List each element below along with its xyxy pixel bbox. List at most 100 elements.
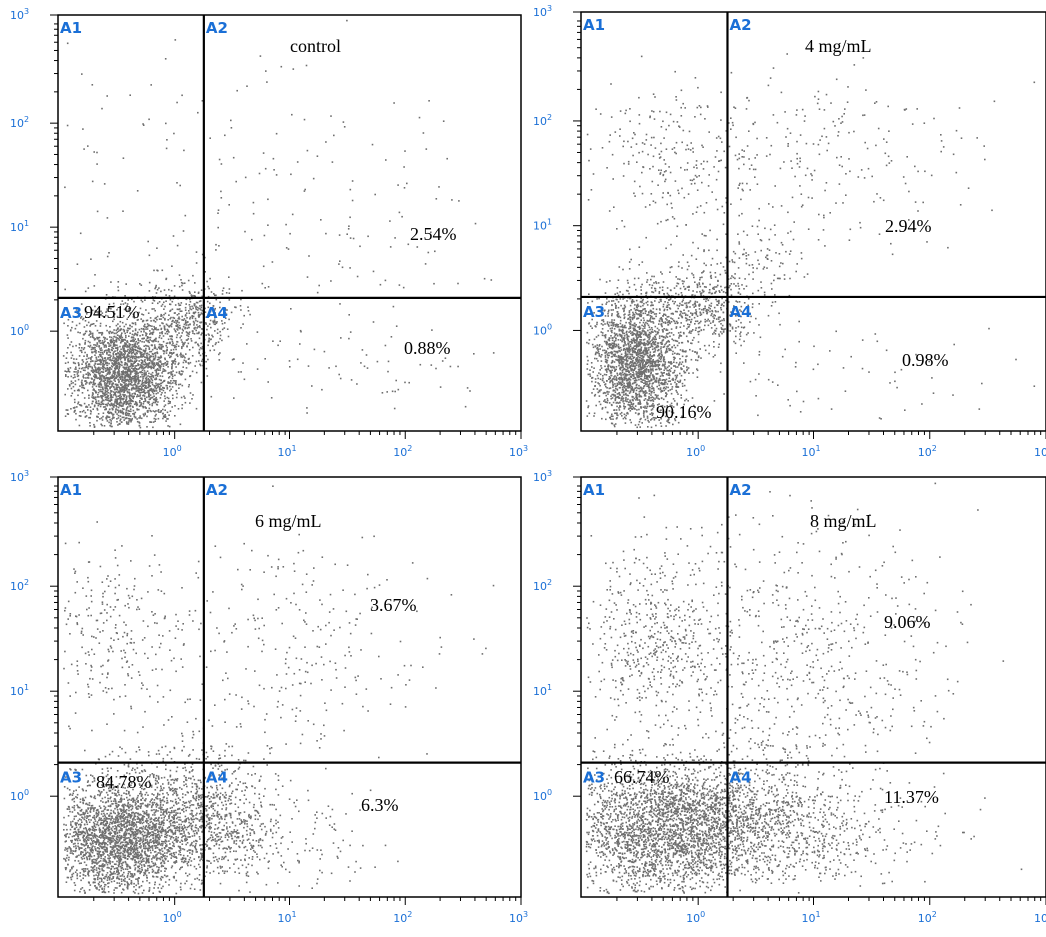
scatter-point	[131, 322, 134, 324]
scatter-point	[655, 395, 658, 397]
scatter-point	[116, 413, 118, 415]
scatter-point	[636, 399, 639, 401]
scatter-point	[210, 326, 212, 329]
scatter-point	[629, 410, 632, 412]
scatter-point	[118, 403, 121, 406]
scatter-point	[141, 405, 144, 408]
scatter-point	[166, 342, 169, 344]
scatter-point	[118, 367, 120, 369]
scatter-point	[155, 292, 158, 294]
scatter-point	[643, 302, 645, 305]
scatter-point	[634, 365, 637, 367]
scatter-point	[163, 395, 166, 397]
scatter-point	[640, 314, 643, 316]
scatter-point	[83, 148, 85, 150]
scatter-point	[103, 366, 105, 369]
scatter-point	[89, 365, 92, 368]
scatter-point	[99, 339, 101, 342]
scatter-point	[100, 355, 102, 358]
scatter-point	[114, 400, 117, 403]
scatter-point	[625, 354, 627, 357]
scatter-point	[204, 307, 206, 310]
scatter-points	[585, 53, 1036, 429]
scatter-point	[111, 375, 113, 377]
scatter-point	[115, 353, 118, 355]
scatter-point	[607, 364, 610, 366]
scatter-point	[126, 346, 128, 348]
scatter-point	[632, 364, 635, 366]
scatter-point	[626, 355, 629, 358]
scatter-point	[171, 338, 173, 341]
scatter-point	[143, 394, 145, 396]
scatter-point	[347, 228, 350, 230]
scatter-point	[612, 418, 614, 420]
scatter-point	[96, 329, 99, 332]
scatter-point	[102, 353, 104, 355]
scatter-point	[181, 384, 184, 387]
scatter-point	[625, 321, 627, 324]
scatter-point	[178, 308, 180, 311]
scatter-point	[620, 377, 622, 379]
scatter-point	[258, 172, 261, 175]
scatter-point	[631, 324, 633, 326]
scatter-point	[169, 303, 171, 305]
scatter-point	[662, 398, 665, 401]
scatter-point	[197, 344, 200, 347]
scatter-point	[630, 332, 632, 335]
scatter-point	[348, 225, 350, 227]
scatter-point	[93, 339, 96, 341]
scatter-point	[146, 401, 149, 403]
scatter-point	[638, 328, 641, 330]
scatter-point	[116, 349, 119, 352]
scatter-point	[184, 341, 186, 344]
scatter-point	[101, 359, 104, 361]
scatter-point	[637, 326, 639, 328]
scatter-point	[640, 370, 642, 373]
scatter-point	[240, 327, 242, 329]
scatter-point	[103, 338, 106, 340]
scatter-point	[676, 352, 679, 355]
scatter-point	[116, 315, 119, 318]
scatter-point	[98, 381, 101, 384]
scatter-point	[586, 331, 589, 334]
scatter-point	[115, 329, 118, 332]
scatter-point	[182, 319, 185, 321]
scatter-point	[335, 365, 337, 368]
scatter-point	[135, 345, 138, 348]
scatter-point	[102, 371, 105, 373]
scatter-point	[156, 351, 158, 353]
scatter-point	[149, 355, 152, 357]
scatter-point	[112, 320, 114, 323]
scatter-point	[610, 309, 613, 311]
scatter-point	[628, 377, 630, 379]
scatter-point	[624, 406, 627, 408]
scatter-point	[170, 335, 173, 337]
scatter-point	[639, 339, 641, 341]
scatter-point	[79, 232, 82, 235]
scatter-point	[156, 352, 159, 355]
scatter-point	[131, 375, 134, 378]
scatter-point	[122, 394, 125, 396]
scatter-point	[689, 330, 691, 333]
scatter-point	[200, 321, 203, 323]
scatter-point	[84, 411, 87, 414]
scatter-point	[174, 319, 177, 322]
scatter-point	[105, 311, 107, 313]
scatter-point	[180, 339, 183, 341]
scatter-point	[137, 372, 140, 374]
scatter-point	[679, 358, 681, 360]
scatter-point	[163, 313, 165, 316]
scatter-point	[156, 374, 158, 376]
scatter-point	[132, 330, 134, 332]
scatter-point	[157, 392, 159, 394]
scatter-point	[658, 419, 660, 421]
scatter-point	[126, 422, 128, 425]
scatter-point	[657, 379, 660, 382]
scatter-point	[321, 388, 323, 391]
scatter-point	[661, 273, 663, 275]
scatter-point	[652, 399, 654, 401]
scatter-point	[235, 306, 237, 309]
scatter-point	[483, 277, 486, 280]
scatter-point	[614, 375, 616, 377]
scatter-point	[169, 389, 171, 392]
